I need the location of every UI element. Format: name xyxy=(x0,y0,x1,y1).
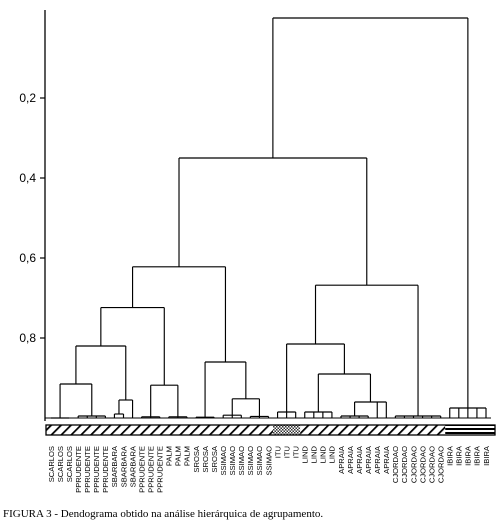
leaf-label: LIND xyxy=(310,445,319,463)
leaf-label: APRAIA xyxy=(337,445,346,474)
leaf-label: SROSA xyxy=(210,445,219,473)
leaf-label: PPRUDENTE xyxy=(146,446,155,493)
leaf-label: APRAIA xyxy=(382,445,391,474)
leaf-label: PPRUDENTE xyxy=(92,446,101,493)
leaf-label: SSIMAO xyxy=(246,446,255,476)
leaf-label: SBARBARA xyxy=(119,445,128,487)
group-bar-segment xyxy=(46,425,274,435)
leaf-label: APRAIA xyxy=(355,445,364,474)
leaf-label: CJORDAO xyxy=(418,446,427,483)
group-bar-border xyxy=(45,424,496,436)
leaf-label: PPRUDENTE xyxy=(83,446,92,493)
leaf-label: SBARBARA xyxy=(128,445,137,487)
leaf-label: SCARLOS xyxy=(65,446,74,482)
leaf-label: APRAIA xyxy=(364,445,373,474)
leaf-label: APRAIA xyxy=(346,445,355,474)
leaf-label: IBIRA xyxy=(473,445,482,466)
leaf-labels: SCARLOS SCARLOS SCARLOS PPRUDENTE PPRUDENTE P… xyxy=(47,445,491,493)
leaf-label: SSIMAO xyxy=(228,446,237,476)
group-bar-segment xyxy=(445,425,495,435)
leaf-label: SSIMAO xyxy=(219,446,228,476)
leaf-label: PPRUDENTE xyxy=(156,446,165,493)
leaf-label: CJORDAO xyxy=(400,446,409,483)
leaf-label: SCARLOS xyxy=(47,446,56,482)
leaf-label: SSIMAO xyxy=(264,446,273,476)
leaf-label: PPRUDENTE xyxy=(137,446,146,493)
leaf-label: SSIMAO xyxy=(255,446,264,476)
y-tick-label: 0,8 xyxy=(19,331,36,345)
leaf-label: CJORDAO xyxy=(436,446,445,483)
dendrogram-svg: 0,20,40,60,8 SCARLOS SCARLOS SCARLOS PPRUDE… xyxy=(19,10,496,493)
leaf-label: SROSA xyxy=(192,445,201,473)
leaf-label: LIND xyxy=(301,445,310,463)
leaf-label: CJORDAO xyxy=(427,446,436,483)
group-bar-segment xyxy=(273,425,301,435)
leaf-label: IBIRA xyxy=(446,445,455,466)
dendrogram-tree xyxy=(45,17,491,419)
leaf-label: PPRUDENTE xyxy=(74,446,83,493)
y-tick-label: 0,6 xyxy=(19,251,36,265)
leaf-label: IBIRA xyxy=(455,445,464,466)
leaf-label: PPRUDENTE xyxy=(101,446,110,493)
leaf-label: PALM xyxy=(174,446,183,466)
leaf-label: IBIRA xyxy=(482,445,491,466)
leaf-label: APRAIA xyxy=(373,445,382,474)
y-axis: 0,2 0,4 0,6 0,8 xyxy=(19,10,46,421)
leaf-label: SROSA xyxy=(201,445,210,473)
leaf-label: IBIRA xyxy=(464,445,473,466)
leaf-label: ITU xyxy=(291,446,300,458)
y-tick-label: 0,4 xyxy=(19,171,36,185)
leaf-label: SBARBARA xyxy=(110,445,119,487)
leaf-label: CJORDAO xyxy=(409,446,418,483)
leaf-label: SSIMAO xyxy=(237,446,246,476)
group-bar xyxy=(45,424,496,436)
leaf-label: SCARLOS xyxy=(56,446,65,482)
leaf-label: PALM xyxy=(165,446,174,466)
leaf-label: LIND xyxy=(328,445,337,463)
leaf-label: ITU xyxy=(273,446,282,458)
leaf-label: PALM xyxy=(183,446,192,466)
leaf-label: CJORDAO xyxy=(391,446,400,483)
leaf-label: LIND xyxy=(319,445,328,463)
figure-caption: FIGURA 3 - Dendograma obtido na análise … xyxy=(3,508,324,520)
y-tick-label: 0,2 xyxy=(19,91,36,105)
leaf-label: ITU xyxy=(282,446,291,458)
group-bar-segment xyxy=(300,425,446,435)
